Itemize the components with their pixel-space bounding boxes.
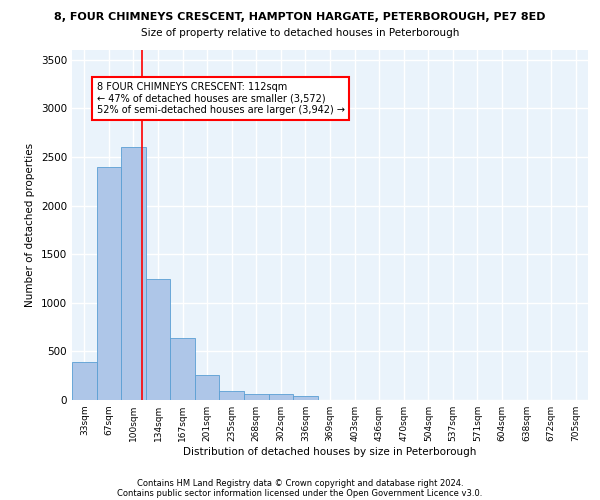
Bar [293, 396, 318, 400]
Bar [195, 375, 220, 400]
Text: 8 FOUR CHIMNEYS CRESCENT: 112sqm
← 47% of detached houses are smaller (3,572)
52: 8 FOUR CHIMNEYS CRESCENT: 112sqm ← 47% o… [97, 82, 344, 116]
Bar [220, 391, 244, 400]
Y-axis label: Number of detached properties: Number of detached properties [25, 143, 35, 307]
Bar [170, 338, 195, 400]
Bar [269, 394, 293, 400]
Bar [244, 394, 269, 400]
X-axis label: Distribution of detached houses by size in Peterborough: Distribution of detached houses by size … [184, 447, 476, 457]
Bar [121, 147, 146, 400]
Text: 8, FOUR CHIMNEYS CRESCENT, HAMPTON HARGATE, PETERBOROUGH, PE7 8ED: 8, FOUR CHIMNEYS CRESCENT, HAMPTON HARGA… [54, 12, 546, 22]
Text: Contains HM Land Registry data © Crown copyright and database right 2024.: Contains HM Land Registry data © Crown c… [137, 478, 463, 488]
Bar [97, 166, 121, 400]
Bar [72, 362, 97, 400]
Text: Contains public sector information licensed under the Open Government Licence v3: Contains public sector information licen… [118, 488, 482, 498]
Text: Size of property relative to detached houses in Peterborough: Size of property relative to detached ho… [141, 28, 459, 38]
Bar [146, 280, 170, 400]
